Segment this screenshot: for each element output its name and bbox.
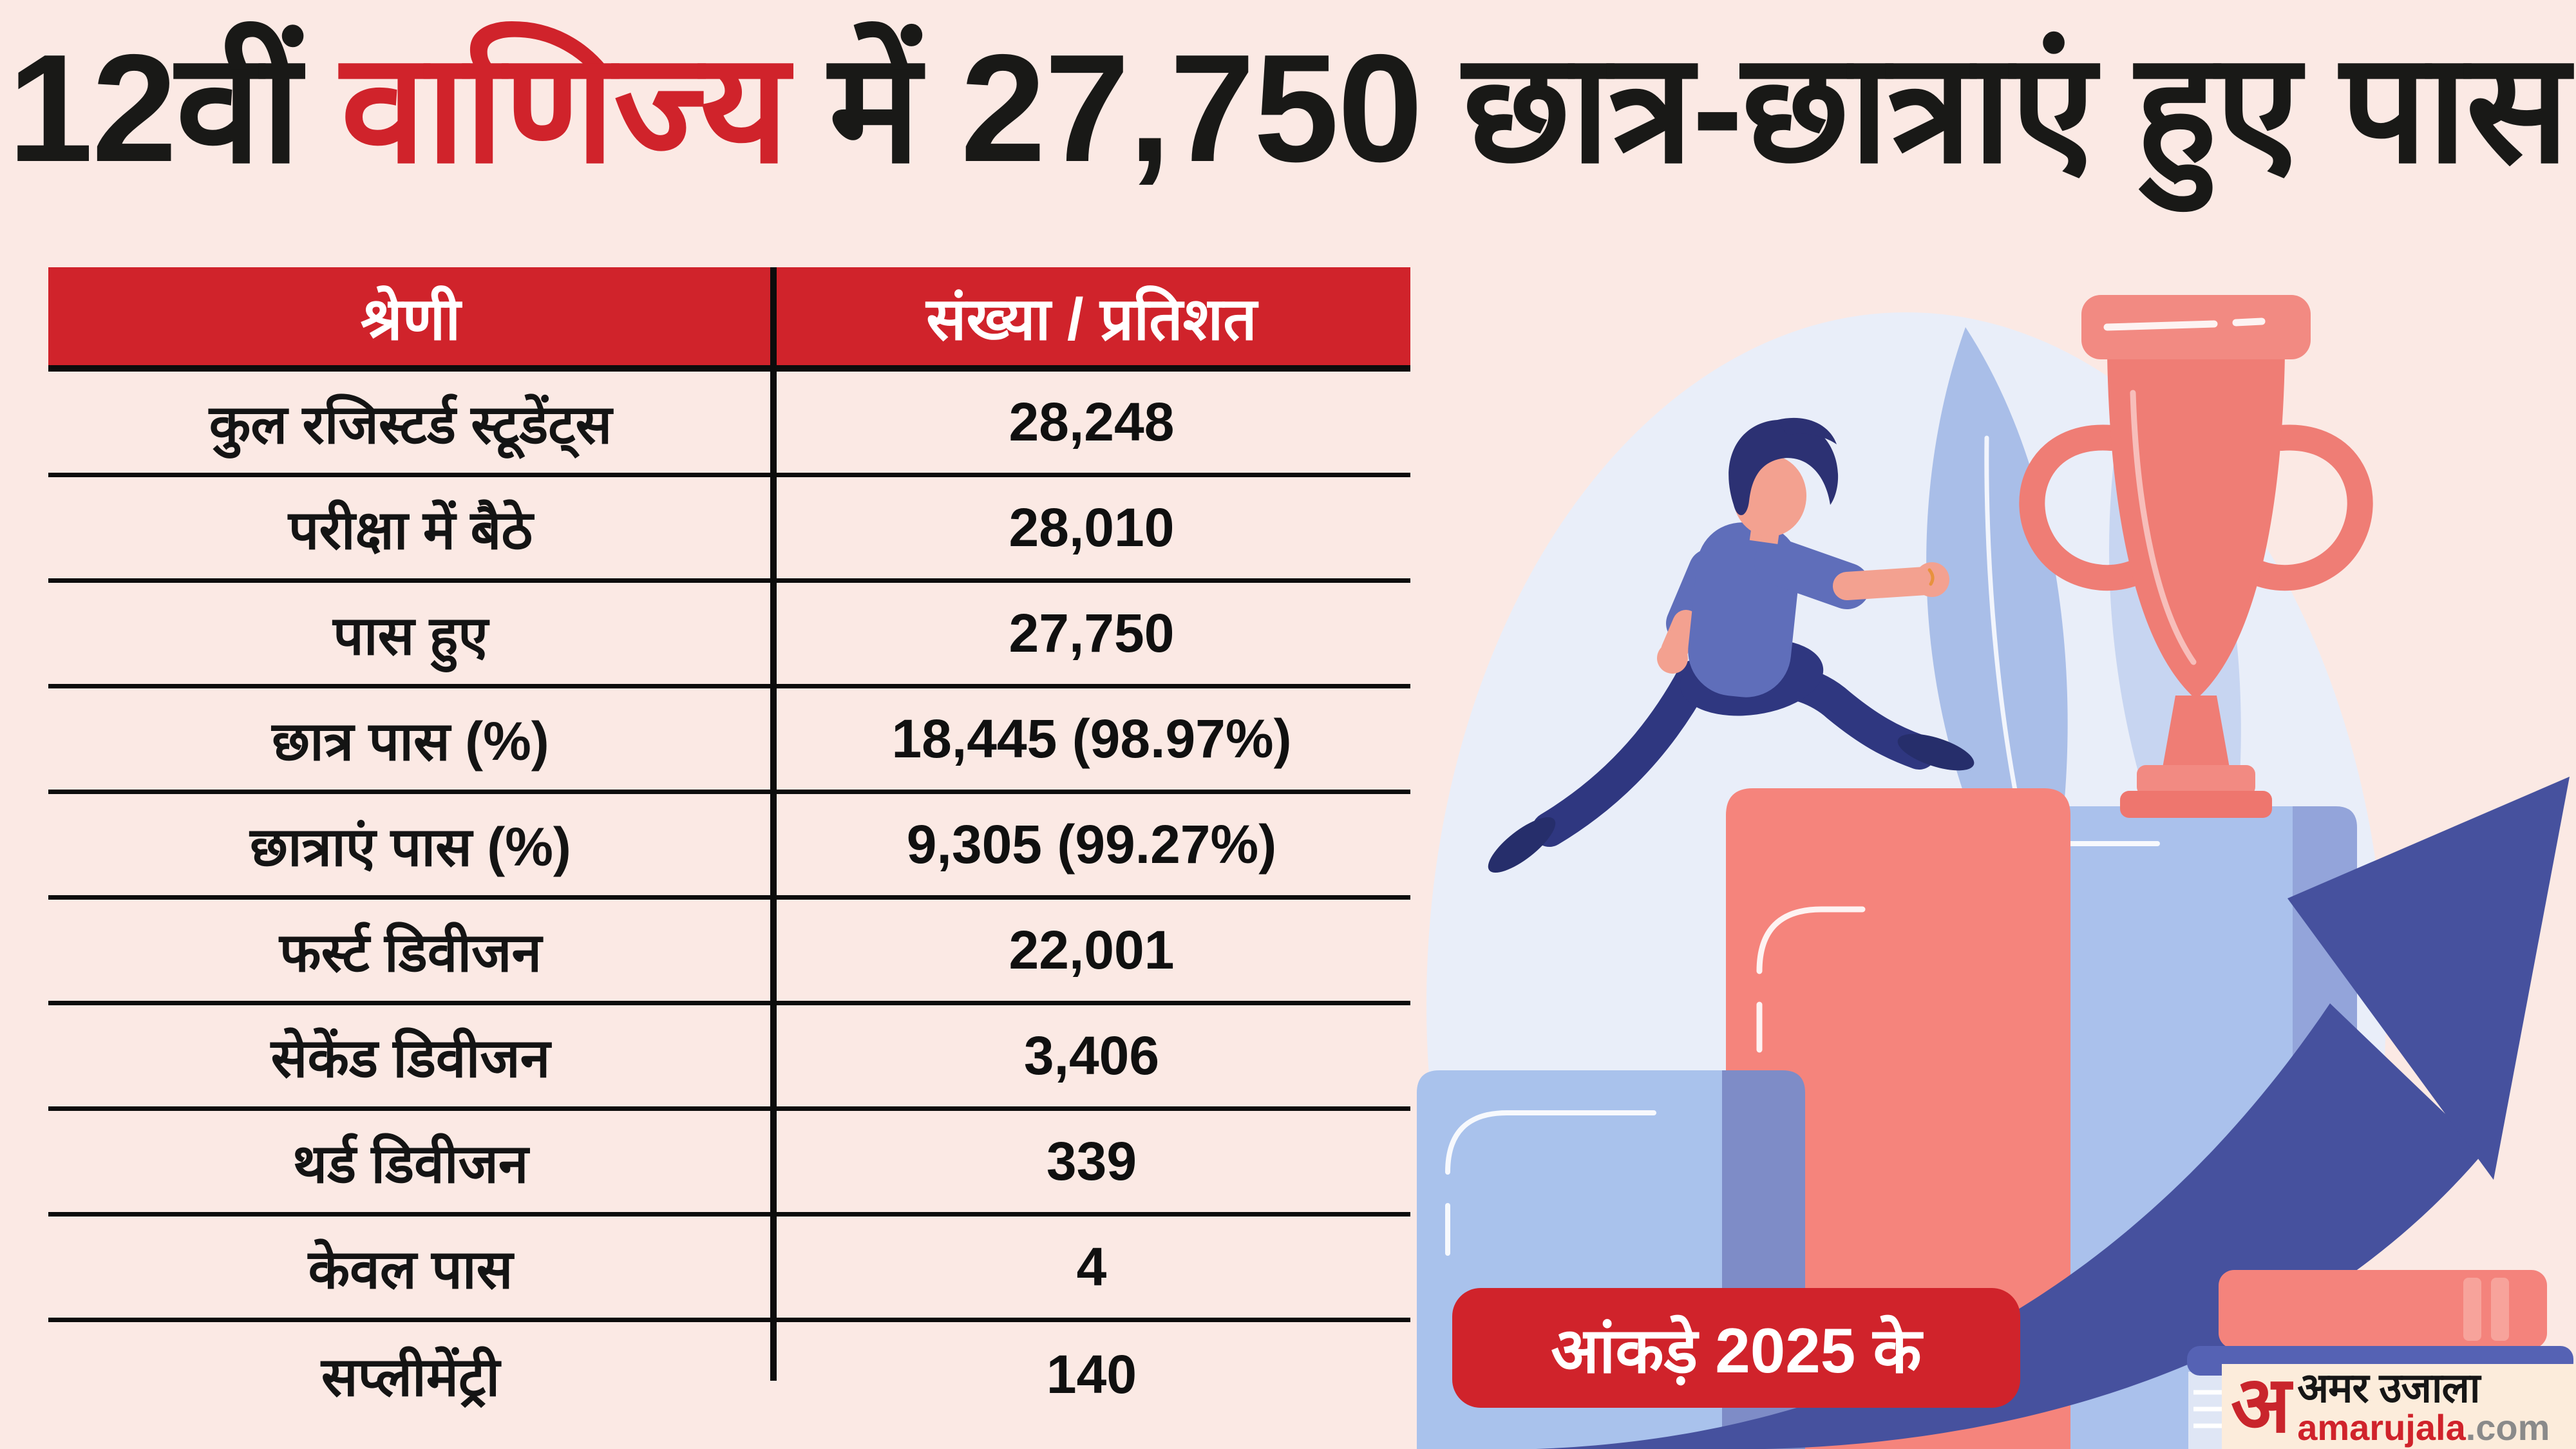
table-row-value: 22,001 <box>773 900 1410 1005</box>
page-title: 12वीं वाणिज्य में 27,750 छात्र-छात्राएं … <box>0 9 2576 208</box>
stair-block-salmon <box>1726 788 2070 1449</box>
logo-name-hindi: अमर उजाला <box>2297 1364 2480 1411</box>
table-row-label: कुल रजिस्टर्ड स्टूडेंट्स <box>48 372 773 477</box>
table-row-label: सप्लीमेंट्री <box>321 1346 500 1407</box>
table-row-value: 28,010 <box>773 477 1410 583</box>
column-header-value: संख्या / प्रतिशत <box>773 267 1410 372</box>
table-row-label: परीक्षा में बैठे <box>48 477 773 583</box>
year-badge: आंकड़े 2025 के <box>1452 1288 2020 1408</box>
trophy-icon <box>2019 295 2373 818</box>
table-row-label: सेकेंड डिवीजन <box>48 1005 773 1111</box>
table-row-value: 18,445 (98.97%) <box>773 688 1410 794</box>
table-row-label: छात्र पास (%) <box>48 688 773 794</box>
table-row-value: 339 <box>773 1111 1410 1217</box>
logo-text: अमर उजाला amarujala.com <box>2297 1367 2550 1446</box>
running-man-icon <box>1488 417 1975 873</box>
table-row-value: 3,406 <box>773 1005 1410 1111</box>
books-icon <box>2187 1270 2573 1449</box>
table-row-label: केवल पास <box>48 1217 773 1322</box>
column-header-category: श्रेणी <box>48 267 773 372</box>
logo-website: amarujala.com <box>2297 1409 2550 1446</box>
table-row-value: 27,750 <box>773 583 1410 688</box>
table-row-label: पास हुए <box>48 583 773 688</box>
logo-domain: amarujala <box>2297 1407 2466 1448</box>
table-row-label: फर्स्ट डिवीजन <box>48 900 773 1005</box>
title-part2: में 27,750 छात्र-छात्राएं हुए पास <box>787 23 2570 194</box>
logo-tld: .com <box>2465 1407 2550 1448</box>
results-table: श्रेणी संख्या / प्रतिशत कुल रजिस्टर्ड स्… <box>48 267 1410 1426</box>
table-row-value: 28,248 <box>773 372 1410 477</box>
publisher-logo: अ अमर उजाला amarujala.com <box>2222 1364 2576 1449</box>
growth-arrow-icon <box>1536 777 2570 1449</box>
achievement-illustration <box>1417 295 2573 1449</box>
title-part1: 12वीं <box>8 23 341 194</box>
table-row-label: थर्ड डिवीजन <box>48 1111 773 1217</box>
logo-monogram: अ <box>2231 1364 2291 1448</box>
table-row-label: छात्राएं पास (%) <box>48 794 773 900</box>
table-row-value: 140 <box>1046 1343 1137 1405</box>
title-highlight: वाणिज्य <box>341 23 789 194</box>
table-row-value: 4 <box>773 1217 1410 1322</box>
table-row-value: 9,305 (99.27%) <box>773 794 1410 900</box>
table-column-divider <box>770 267 777 1381</box>
